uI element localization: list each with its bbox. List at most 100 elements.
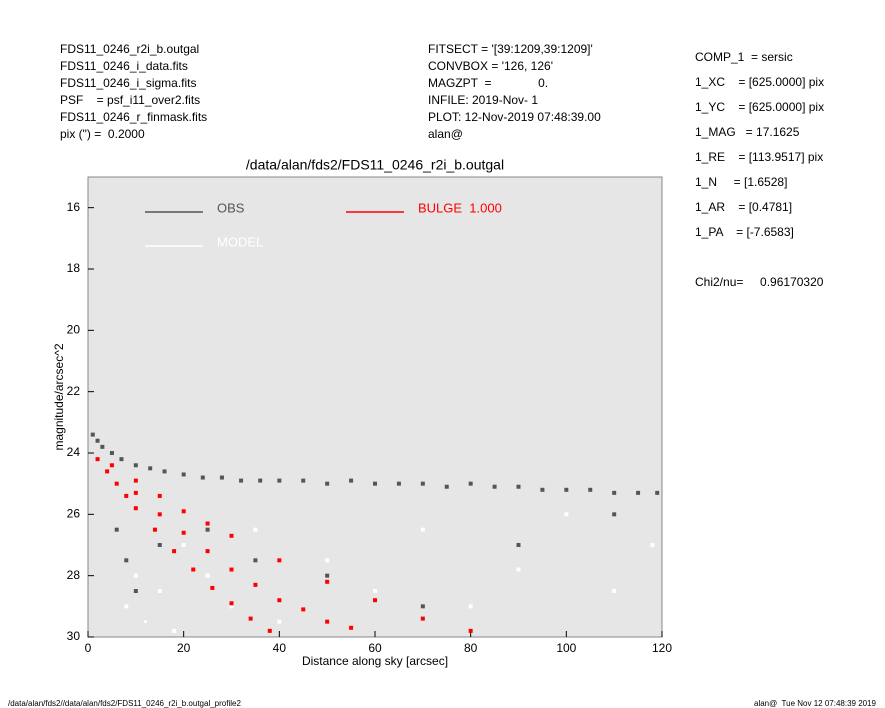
header-left: pix (") = 0.2000: [60, 127, 145, 141]
point: [396, 481, 401, 486]
point: [133, 506, 138, 511]
x-tick-label: 60: [368, 641, 382, 655]
point: [277, 558, 282, 563]
x-tick-label: 80: [464, 641, 478, 655]
point: [124, 558, 129, 563]
point: [229, 533, 234, 538]
point: [325, 558, 330, 563]
point: [162, 469, 167, 474]
chi2: Chi2/nu= 0.96170320: [695, 275, 824, 289]
point: [373, 481, 377, 486]
point: [253, 558, 258, 563]
point: [516, 567, 521, 572]
point: [205, 549, 210, 554]
point: [133, 490, 138, 495]
x-tick-label: 0: [85, 641, 92, 655]
y-tick-label: 26: [67, 507, 81, 521]
header-left: FDS11_0246_r2i_b.outgal: [60, 42, 199, 56]
point: [564, 487, 569, 492]
point: [468, 481, 473, 486]
header-middle: FITSECT = '[39:1209,39:1209]': [428, 42, 593, 56]
point: [373, 598, 377, 603]
point: [100, 444, 105, 449]
point: [516, 484, 521, 489]
y-axis-label: magnitude/arcsec^2: [52, 343, 66, 450]
point: [349, 625, 354, 630]
point: [109, 463, 114, 468]
point: [181, 530, 186, 535]
header-right: 1_AR = [0.4781]: [695, 200, 792, 214]
point: [420, 616, 425, 621]
header-middle: alan@: [428, 127, 463, 141]
point: [205, 573, 210, 578]
point: [564, 512, 569, 517]
header-right: 1_XC = [625.0000] pix: [695, 75, 824, 89]
y-tick-label: 24: [67, 445, 81, 459]
point: [148, 466, 153, 471]
point: [655, 490, 660, 495]
x-tick-label: 100: [556, 641, 576, 655]
point: [133, 478, 138, 483]
point: [325, 619, 330, 624]
header-right: 1_N = [1.6528]: [695, 175, 787, 189]
point: [277, 478, 282, 483]
point: [219, 475, 224, 480]
y-tick-label: 22: [67, 384, 81, 398]
header-middle: INFILE: 2019-Nov- 1: [428, 93, 538, 107]
point: [95, 438, 100, 443]
point: [133, 573, 138, 578]
point: [124, 493, 129, 498]
point: [612, 490, 617, 495]
x-tick-label: 120: [652, 641, 672, 655]
point: [229, 567, 234, 572]
point: [95, 457, 100, 462]
point: [181, 543, 186, 547]
point: [420, 604, 425, 609]
point: [133, 463, 138, 468]
point: [191, 567, 196, 572]
plot-area: [87, 176, 663, 638]
point: [205, 521, 210, 526]
point: [114, 481, 119, 486]
y-tick-label: 30: [67, 629, 81, 643]
point: [540, 487, 545, 492]
point: [636, 490, 641, 495]
point: [181, 509, 186, 514]
header-middle: CONVBOX = '126, 126': [428, 59, 553, 73]
header-right: 1_MAG = 17.1625: [695, 125, 800, 139]
header-left: FDS11_0246_i_sigma.fits: [60, 76, 197, 90]
header-middle: PLOT: 12-Nov-2019 07:48:39.00: [428, 110, 601, 124]
point: [109, 451, 114, 455]
point: [420, 481, 425, 486]
chart-title: /data/alan/fds2/FDS11_0246_r2i_b.outgal: [246, 157, 504, 173]
point: [258, 478, 263, 483]
header-middle: MAGZPT = 0.: [428, 76, 548, 90]
point: [210, 585, 215, 590]
y-tick-label: 18: [67, 261, 81, 275]
point: [301, 478, 306, 483]
y-tick-label: 16: [67, 200, 81, 214]
point: [612, 589, 617, 593]
point: [229, 601, 234, 606]
point: [172, 549, 177, 554]
point: [90, 432, 95, 437]
point: [133, 589, 138, 593]
point: [588, 487, 593, 492]
point: [239, 478, 244, 483]
point: [200, 475, 205, 480]
point: [114, 527, 119, 532]
point: [516, 543, 521, 547]
legend-label: OBS: [217, 200, 245, 215]
point: [325, 579, 330, 584]
legend-label: BULGE 1.000: [418, 200, 502, 215]
y-tick-label: 20: [67, 323, 81, 337]
x-tick-label: 20: [177, 641, 191, 655]
footer-right: alan@ Tue Nov 12 07:48:39 2019: [754, 699, 877, 708]
point: [325, 481, 330, 486]
header-right: 1_RE = [113.9517] pix: [695, 150, 823, 164]
y-tick-label: 28: [67, 568, 81, 582]
point: [229, 604, 234, 609]
point: [277, 619, 282, 624]
